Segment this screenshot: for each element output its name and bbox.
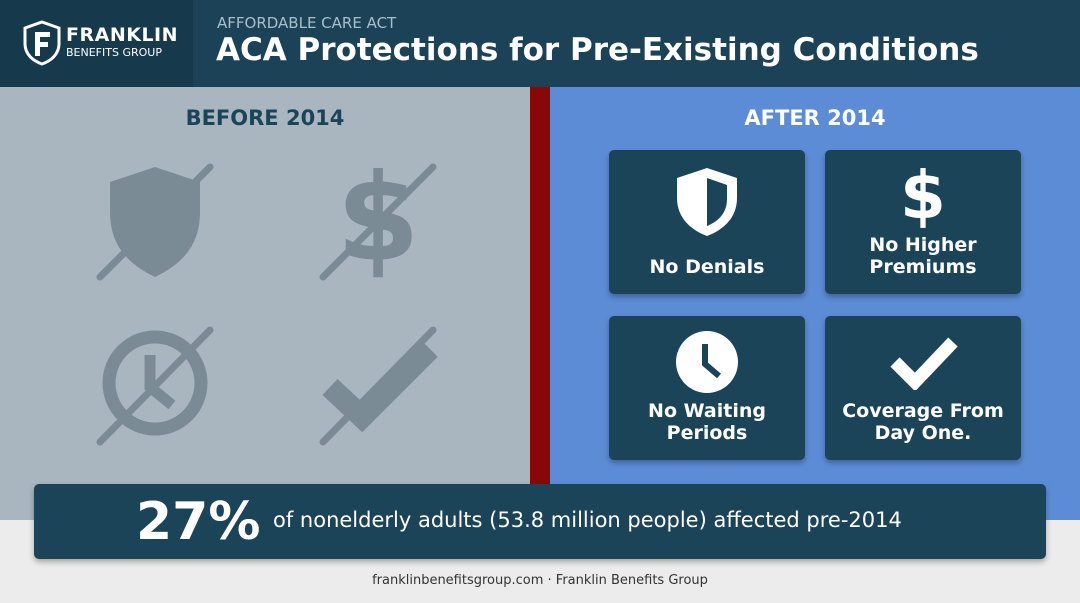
cross-line xyxy=(96,163,214,281)
card-label: No Waiting Periods xyxy=(609,400,805,444)
stat-value: 27% xyxy=(136,492,261,552)
card: No Waiting Periods xyxy=(609,316,805,460)
card-label-line: Premiums xyxy=(869,256,977,278)
dollar-icon: $ xyxy=(900,157,946,234)
card-label: No Denials xyxy=(609,256,805,278)
card-label: Coverage From Day One. xyxy=(825,400,1021,444)
eyebrow: AFFORDABLE CARE ACT xyxy=(217,14,397,32)
card-label: No Higher Premiums xyxy=(825,234,1021,278)
card-label-line: Day One. xyxy=(874,422,972,444)
before-icons: $ xyxy=(96,150,438,446)
logo-name: FRANKLIN xyxy=(66,24,179,46)
cross-line xyxy=(96,326,214,446)
card: No Denials xyxy=(609,150,805,294)
card-label-line: No Higher xyxy=(869,234,977,256)
stat-text: of nonelderly adults (53.8 million peopl… xyxy=(273,508,902,532)
logo-box xyxy=(0,0,193,87)
card: $ No Higher Premiums xyxy=(825,150,1021,294)
card-label-line: No Waiting xyxy=(648,400,766,422)
check-icon xyxy=(890,337,958,390)
card-label-line: Coverage From xyxy=(842,400,1004,422)
shield-icon xyxy=(677,168,737,236)
cross-line xyxy=(319,163,437,281)
logo-sub: BENEFITS GROUP xyxy=(66,46,162,59)
clock-icon xyxy=(102,330,208,436)
card: Coverage From Day One. xyxy=(825,316,1021,460)
logo-icon xyxy=(23,20,61,66)
title: ACA Protections for Pre-Existing Conditi… xyxy=(216,32,979,68)
stat-bar xyxy=(34,484,1046,559)
cross-line xyxy=(319,326,437,446)
before-panel xyxy=(0,87,530,520)
card-label-line: No Denials xyxy=(649,256,765,278)
after-heading: AFTER 2014 xyxy=(744,106,886,130)
clock-icon xyxy=(676,331,738,393)
divider xyxy=(530,87,550,520)
footer: franklinbenefitsgroup.com · Franklin Ben… xyxy=(372,573,708,588)
before-heading: BEFORE 2014 xyxy=(185,106,345,130)
check-icon xyxy=(322,341,438,433)
card-label-line: Periods xyxy=(666,422,748,444)
